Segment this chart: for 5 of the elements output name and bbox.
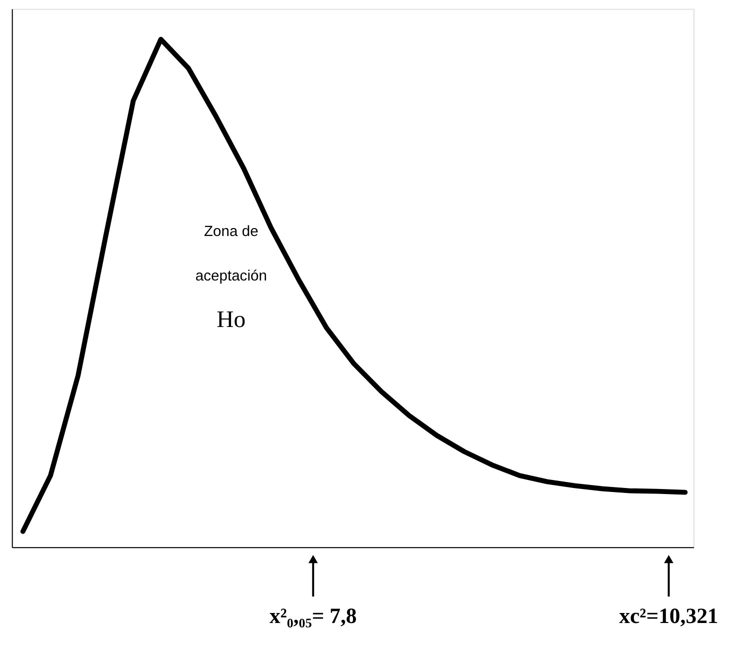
annotation: aceptación — [195, 268, 267, 284]
text: xc²=10,321 — [619, 604, 718, 628]
annotation: Ho — [216, 306, 246, 333]
annotation: Zona de — [204, 224, 258, 240]
text: x²₀,₀₅= 7,8 — [269, 604, 357, 628]
